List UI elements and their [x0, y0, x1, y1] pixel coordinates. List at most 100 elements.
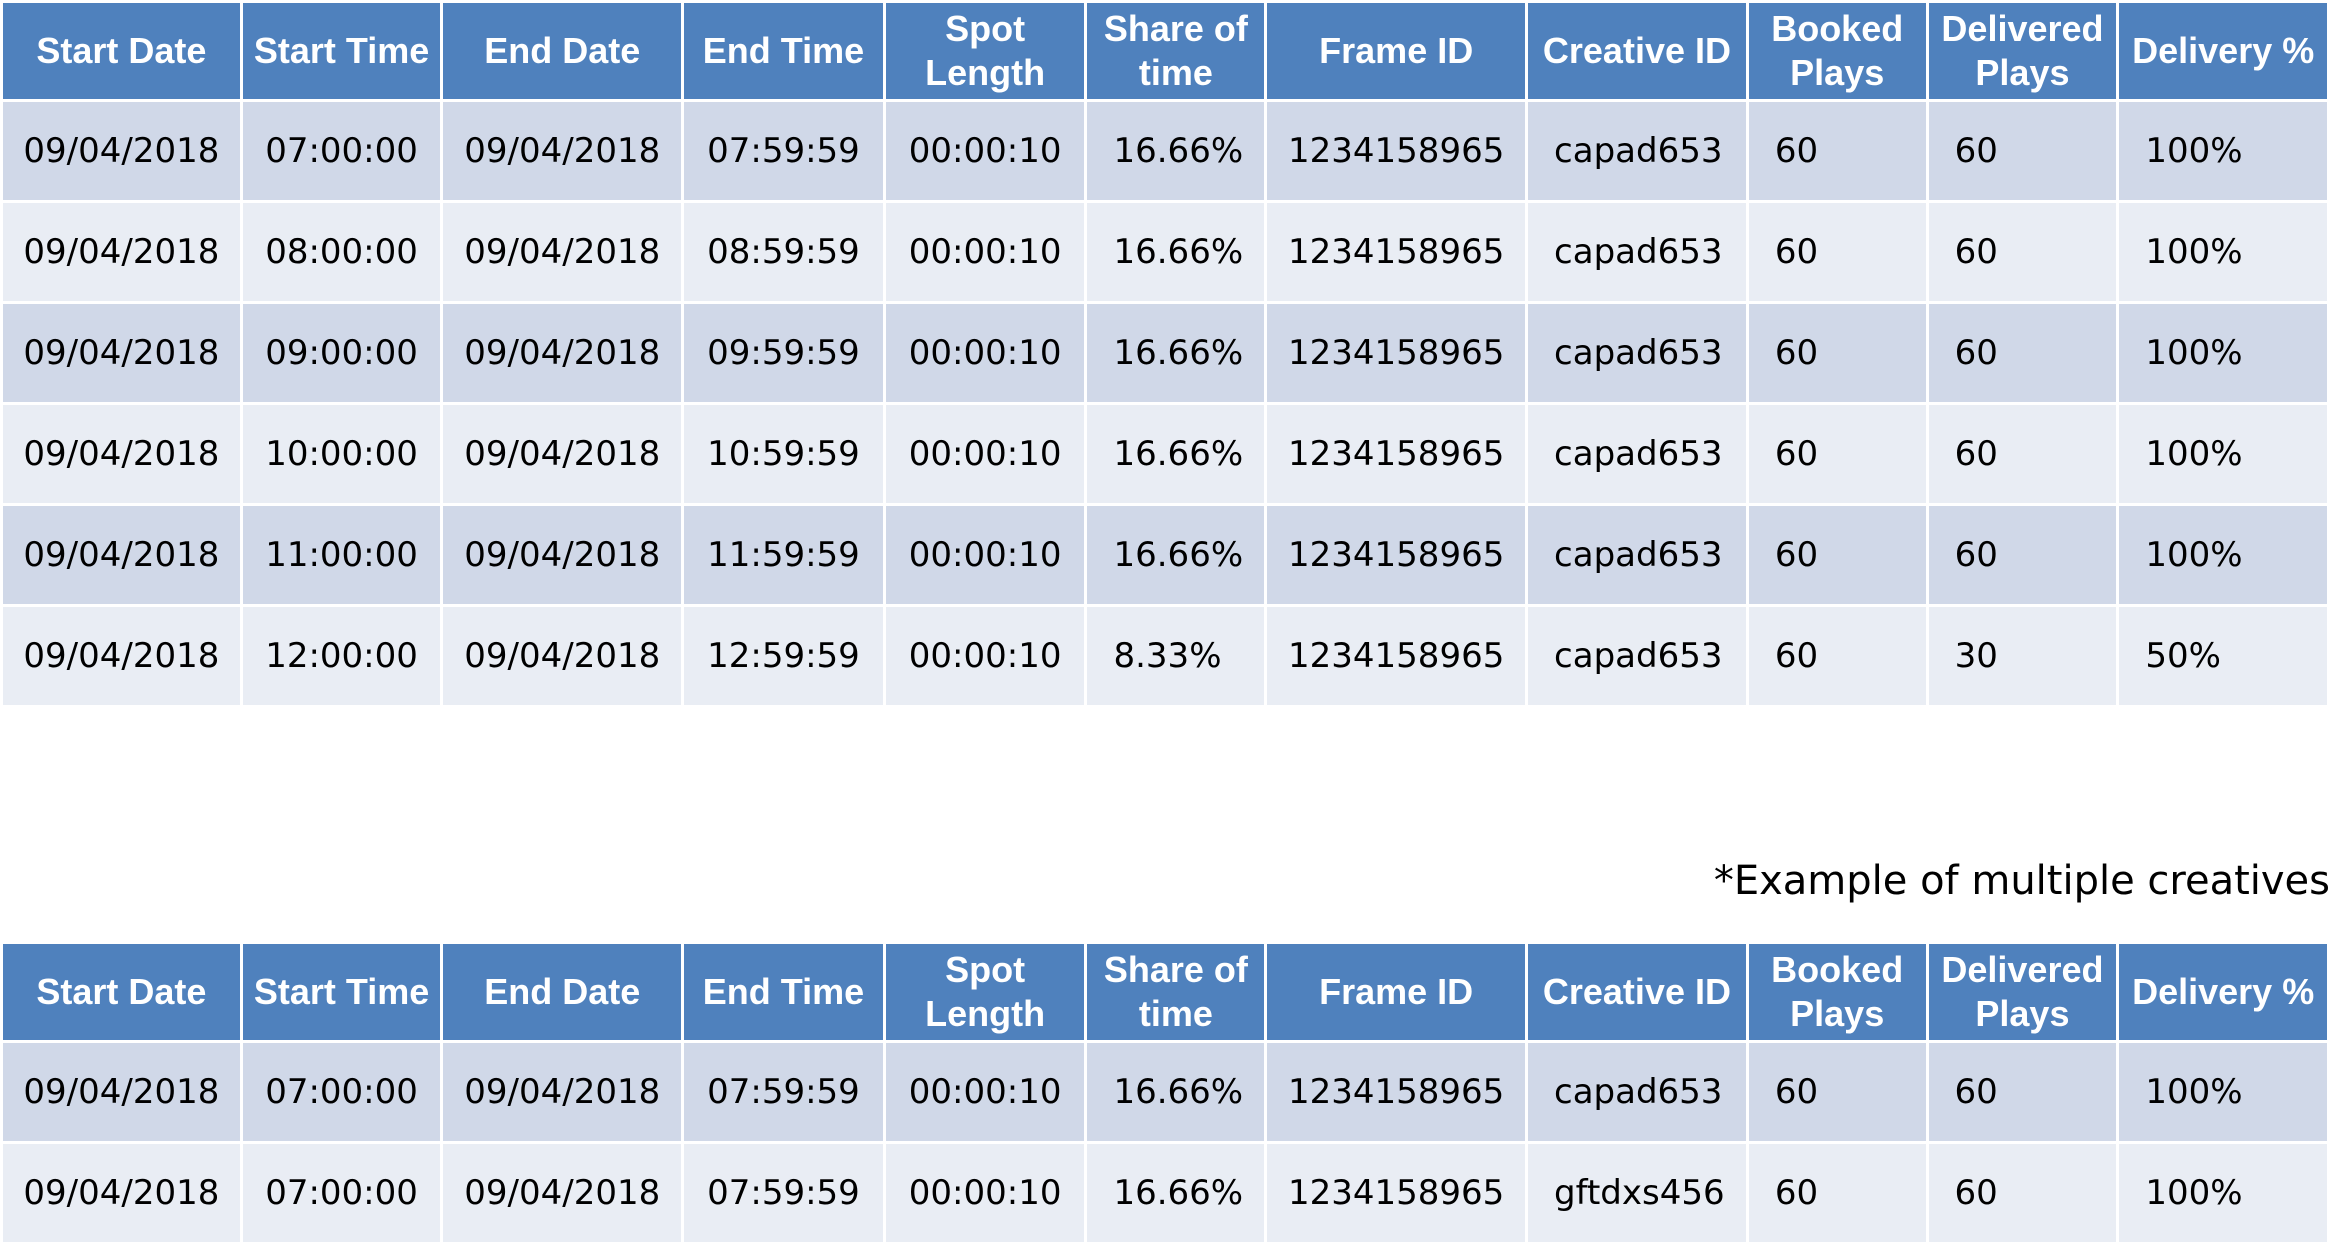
cell-end-time: 12:59:59	[681, 604, 886, 708]
cell-spot-length: 00:00:10	[882, 99, 1088, 203]
cell-booked-plays: 60	[1745, 1141, 1929, 1245]
cell-frame-id: 1234158965	[1264, 503, 1529, 607]
cell-spot-length: 00:00:10	[882, 604, 1088, 708]
cell-frame-id: 1234158965	[1264, 200, 1529, 304]
header-start-time: Start Time	[239, 941, 444, 1043]
cell-end-date: 09/04/2018	[440, 604, 685, 708]
cell-share-of-time: 16.66%	[1084, 200, 1268, 304]
cell-delivered-plays: 30	[1925, 604, 2120, 708]
header-spot-length: Spot Length	[882, 941, 1088, 1043]
table-row: 09/04/2018 08:00:00 09/04/2018 08:59:59 …	[0, 200, 2330, 304]
header-start-date: Start Date	[0, 941, 243, 1043]
cell-share-of-time: 8.33%	[1084, 604, 1268, 708]
table-row: 09/04/2018 07:00:00 09/04/2018 07:59:59 …	[0, 1040, 2330, 1144]
header-delivered-plays: Delivered Plays	[1925, 0, 2120, 102]
cell-frame-id: 1234158965	[1264, 604, 1529, 708]
cell-delivered-plays: 60	[1925, 402, 2120, 506]
cell-start-date: 09/04/2018	[0, 604, 243, 708]
cell-delivered-plays: 60	[1925, 1040, 2120, 1144]
table-row: 09/04/2018 07:00:00 09/04/2018 07:59:59 …	[0, 1141, 2330, 1245]
cell-booked-plays: 60	[1745, 1040, 1929, 1144]
cell-spot-length: 00:00:10	[882, 1141, 1088, 1245]
cell-start-time: 09:00:00	[239, 301, 444, 405]
cell-start-date: 09/04/2018	[0, 503, 243, 607]
header-delivered-plays: Delivered Plays	[1925, 941, 2120, 1043]
cell-start-date: 09/04/2018	[0, 402, 243, 506]
header-booked-plays: Booked Plays	[1745, 0, 1929, 102]
table-row: 09/04/2018 09:00:00 09/04/2018 09:59:59 …	[0, 301, 2330, 405]
header-start-time: Start Time	[239, 0, 444, 102]
cell-share-of-time: 16.66%	[1084, 301, 1268, 405]
cell-end-time: 08:59:59	[681, 200, 886, 304]
cell-end-time: 07:59:59	[681, 1040, 886, 1144]
cell-start-time: 07:00:00	[239, 1040, 444, 1144]
header-end-date: End Date	[440, 0, 685, 102]
cell-frame-id: 1234158965	[1264, 1040, 1528, 1144]
header-frame-id: Frame ID	[1264, 941, 1528, 1043]
header-start-date: Start Date	[0, 0, 243, 102]
multiple-creatives-table-body: 09/04/2018 07:00:00 09/04/2018 07:59:59 …	[0, 1040, 2330, 1245]
cell-spot-length: 00:00:10	[882, 301, 1088, 405]
cell-booked-plays: 60	[1745, 99, 1929, 203]
cell-end-date: 09/04/2018	[440, 503, 685, 607]
header-row: Start Date Start Time End Date End Time …	[0, 0, 2330, 102]
multiple-creatives-table: Start Date Start Time End Date End Time …	[0, 941, 2330, 1245]
cell-creative-id: capad653	[1525, 1040, 1749, 1144]
cell-creative-id: capad653	[1525, 99, 1749, 203]
cell-share-of-time: 16.66%	[1084, 1141, 1268, 1245]
header-creative-id: Creative ID	[1525, 0, 1749, 102]
cell-booked-plays: 60	[1745, 200, 1929, 304]
cell-delivered-plays: 60	[1925, 503, 2120, 607]
cell-share-of-time: 16.66%	[1084, 1040, 1268, 1144]
header-share-of-time: Share of time	[1084, 941, 1268, 1043]
delivery-table: Start Date Start Time End Date End Time …	[0, 0, 2330, 708]
cell-end-date: 09/04/2018	[440, 99, 685, 203]
cell-share-of-time: 16.66%	[1084, 99, 1268, 203]
cell-start-time: 11:00:00	[239, 503, 444, 607]
cell-start-date: 09/04/2018	[0, 301, 243, 405]
cell-booked-plays: 60	[1745, 301, 1929, 405]
cell-start-time: 07:00:00	[239, 99, 444, 203]
cell-end-date: 09/04/2018	[440, 200, 685, 304]
cell-start-date: 09/04/2018	[0, 1040, 243, 1144]
cell-start-date: 09/04/2018	[0, 200, 243, 304]
header-spot-length: Spot Length	[882, 0, 1088, 102]
cell-end-time: 07:59:59	[681, 1141, 886, 1245]
cell-end-time: 10:59:59	[681, 402, 886, 506]
cell-start-date: 09/04/2018	[0, 99, 243, 203]
table-row: 09/04/2018 11:00:00 09/04/2018 11:59:59 …	[0, 503, 2330, 607]
header-delivery-percent: Delivery %	[2116, 941, 2330, 1043]
cell-booked-plays: 60	[1745, 402, 1929, 506]
cell-frame-id: 1234158965	[1264, 99, 1529, 203]
cell-frame-id: 1234158965	[1264, 402, 1529, 506]
cell-start-time: 08:00:00	[239, 200, 444, 304]
header-share-of-time: Share of time	[1084, 0, 1268, 102]
header-end-time: End Time	[681, 0, 886, 102]
table-row: 09/04/2018 10:00:00 09/04/2018 10:59:59 …	[0, 402, 2330, 506]
cell-start-time: 12:00:00	[239, 604, 444, 708]
cell-creative-id: capad653	[1525, 402, 1749, 506]
cell-delivery-percent: 100%	[2116, 503, 2330, 607]
cell-frame-id: 1234158965	[1264, 301, 1529, 405]
cell-creative-id: capad653	[1525, 301, 1749, 405]
cell-booked-plays: 60	[1745, 503, 1929, 607]
cell-end-time: 11:59:59	[681, 503, 886, 607]
multiple-creatives-note: *Example of multiple creatives	[1713, 858, 2330, 904]
header-end-time: End Time	[681, 941, 886, 1043]
header-frame-id: Frame ID	[1264, 0, 1529, 102]
cell-delivery-percent: 100%	[2116, 99, 2330, 203]
cell-end-date: 09/04/2018	[440, 301, 685, 405]
header-creative-id: Creative ID	[1525, 941, 1749, 1043]
cell-delivery-percent: 50%	[2116, 604, 2330, 708]
cell-delivered-plays: 60	[1925, 99, 2120, 203]
cell-delivered-plays: 60	[1925, 301, 2120, 405]
header-booked-plays: Booked Plays	[1745, 941, 1929, 1043]
cell-spot-length: 00:00:10	[882, 503, 1088, 607]
cell-end-time: 07:59:59	[681, 99, 886, 203]
delivery-table-body: 09/04/2018 07:00:00 09/04/2018 07:59:59 …	[0, 99, 2330, 708]
cell-share-of-time: 16.66%	[1084, 503, 1268, 607]
cell-delivered-plays: 60	[1925, 200, 2120, 304]
cell-creative-id: capad653	[1525, 604, 1749, 708]
cell-start-time: 07:00:00	[239, 1141, 444, 1245]
